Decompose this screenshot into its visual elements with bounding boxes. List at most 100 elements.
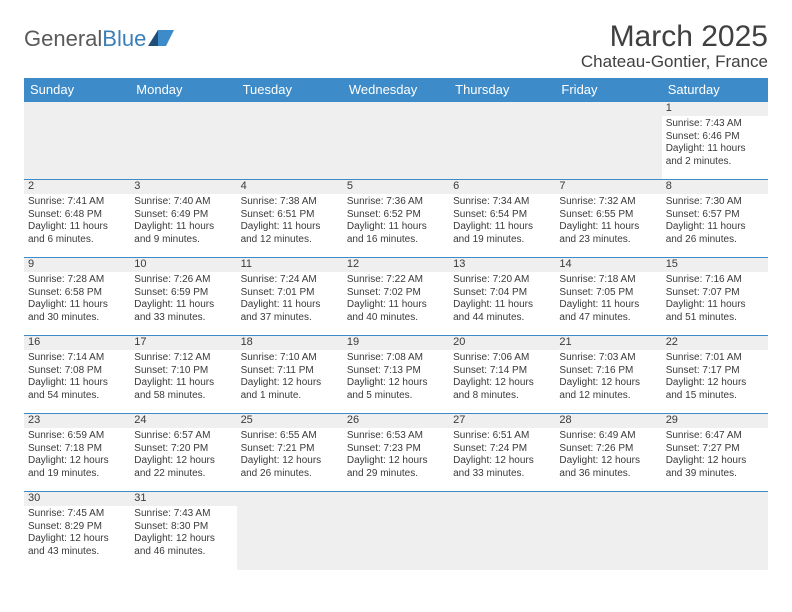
day-number: 28 <box>555 414 661 428</box>
sunrise-line: Sunrise: 6:49 AM <box>559 430 657 443</box>
weekday-header: Tuesday <box>237 78 343 102</box>
sunrise-line: Sunrise: 7:41 AM <box>28 196 126 209</box>
day-number: 20 <box>449 336 555 350</box>
sunrise-line: Sunrise: 7:14 AM <box>28 352 126 365</box>
sunset-line: Sunset: 7:16 PM <box>559 365 657 378</box>
sunrise-line: Sunrise: 7:43 AM <box>666 118 764 131</box>
weekday-header-row: SundayMondayTuesdayWednesdayThursdayFrid… <box>24 78 768 102</box>
sunrise-line: Sunrise: 7:30 AM <box>666 196 764 209</box>
weekday-header: Thursday <box>449 78 555 102</box>
sunset-line: Sunset: 6:51 PM <box>241 209 339 222</box>
calendar-cell: 29Sunrise: 6:47 AMSunset: 7:27 PMDayligh… <box>662 414 768 492</box>
calendar-cell: 12Sunrise: 7:22 AMSunset: 7:02 PMDayligh… <box>343 258 449 336</box>
day-details: Sunrise: 7:12 AMSunset: 7:10 PMDaylight:… <box>130 350 236 405</box>
sunrise-line: Sunrise: 7:06 AM <box>453 352 551 365</box>
daylight-line: Daylight: 11 hours and 51 minutes. <box>666 299 764 324</box>
daylight-line: Daylight: 12 hours and 33 minutes. <box>453 455 551 480</box>
day-details: Sunrise: 7:06 AMSunset: 7:14 PMDaylight:… <box>449 350 555 405</box>
daylight-line: Daylight: 12 hours and 1 minute. <box>241 377 339 402</box>
day-number: 6 <box>449 180 555 194</box>
sunset-line: Sunset: 6:52 PM <box>347 209 445 222</box>
calendar-cell: 19Sunrise: 7:08 AMSunset: 7:13 PMDayligh… <box>343 336 449 414</box>
day-details: Sunrise: 6:51 AMSunset: 7:24 PMDaylight:… <box>449 428 555 483</box>
calendar-cell-empty <box>449 492 555 570</box>
sunrise-line: Sunrise: 7:26 AM <box>134 274 232 287</box>
calendar-cell: 28Sunrise: 6:49 AMSunset: 7:26 PMDayligh… <box>555 414 661 492</box>
calendar-cell: 10Sunrise: 7:26 AMSunset: 6:59 PMDayligh… <box>130 258 236 336</box>
day-number: 10 <box>130 258 236 272</box>
day-details: Sunrise: 7:14 AMSunset: 7:08 PMDaylight:… <box>24 350 130 405</box>
calendar-cell-empty <box>555 102 661 180</box>
calendar-cell: 16Sunrise: 7:14 AMSunset: 7:08 PMDayligh… <box>24 336 130 414</box>
sunrise-line: Sunrise: 7:20 AM <box>453 274 551 287</box>
brand-text-gray: General <box>24 26 102 51</box>
sunrise-line: Sunrise: 7:24 AM <box>241 274 339 287</box>
calendar-cell-empty <box>662 492 768 570</box>
calendar-cell: 18Sunrise: 7:10 AMSunset: 7:11 PMDayligh… <box>237 336 343 414</box>
daylight-line: Daylight: 12 hours and 26 minutes. <box>241 455 339 480</box>
calendar-cell: 4Sunrise: 7:38 AMSunset: 6:51 PMDaylight… <box>237 180 343 258</box>
daylight-line: Daylight: 11 hours and 16 minutes. <box>347 221 445 246</box>
sunset-line: Sunset: 7:27 PM <box>666 443 764 456</box>
day-details: Sunrise: 7:43 AMSunset: 8:30 PMDaylight:… <box>130 506 236 561</box>
calendar-cell-empty <box>343 102 449 180</box>
sunrise-line: Sunrise: 7:38 AM <box>241 196 339 209</box>
sunrise-line: Sunrise: 7:08 AM <box>347 352 445 365</box>
day-details: Sunrise: 7:10 AMSunset: 7:11 PMDaylight:… <box>237 350 343 405</box>
daylight-line: Daylight: 11 hours and 19 minutes. <box>453 221 551 246</box>
sunrise-line: Sunrise: 6:57 AM <box>134 430 232 443</box>
day-number: 7 <box>555 180 661 194</box>
calendar-row: 2Sunrise: 7:41 AMSunset: 6:48 PMDaylight… <box>24 180 768 258</box>
calendar-row: 9Sunrise: 7:28 AMSunset: 6:58 PMDaylight… <box>24 258 768 336</box>
weekday-header: Sunday <box>24 78 130 102</box>
calendar-cell: 1Sunrise: 7:43 AMSunset: 6:46 PMDaylight… <box>662 102 768 180</box>
sunrise-line: Sunrise: 7:01 AM <box>666 352 764 365</box>
day-details: Sunrise: 7:22 AMSunset: 7:02 PMDaylight:… <box>343 272 449 327</box>
daylight-line: Daylight: 11 hours and 37 minutes. <box>241 299 339 324</box>
day-details: Sunrise: 6:49 AMSunset: 7:26 PMDaylight:… <box>555 428 661 483</box>
day-details: Sunrise: 7:18 AMSunset: 7:05 PMDaylight:… <box>555 272 661 327</box>
calendar-cell-empty <box>237 102 343 180</box>
calendar-row: 23Sunrise: 6:59 AMSunset: 7:18 PMDayligh… <box>24 414 768 492</box>
calendar-cell-empty <box>449 102 555 180</box>
calendar-cell-empty <box>237 492 343 570</box>
daylight-line: Daylight: 12 hours and 39 minutes. <box>666 455 764 480</box>
day-details: Sunrise: 7:08 AMSunset: 7:13 PMDaylight:… <box>343 350 449 405</box>
sunset-line: Sunset: 7:24 PM <box>453 443 551 456</box>
month-title: March 2025 <box>581 20 768 54</box>
sunrise-line: Sunrise: 7:12 AM <box>134 352 232 365</box>
calendar-cell-empty <box>24 102 130 180</box>
day-number: 27 <box>449 414 555 428</box>
location: Chateau-Gontier, France <box>581 52 768 72</box>
day-number: 13 <box>449 258 555 272</box>
daylight-line: Daylight: 12 hours and 46 minutes. <box>134 533 232 558</box>
day-number: 31 <box>130 492 236 506</box>
day-number: 18 <box>237 336 343 350</box>
daylight-line: Daylight: 11 hours and 12 minutes. <box>241 221 339 246</box>
sunset-line: Sunset: 7:11 PM <box>241 365 339 378</box>
day-number: 22 <box>662 336 768 350</box>
day-number: 11 <box>237 258 343 272</box>
daylight-line: Daylight: 11 hours and 9 minutes. <box>134 221 232 246</box>
daylight-line: Daylight: 11 hours and 33 minutes. <box>134 299 232 324</box>
daylight-line: Daylight: 12 hours and 19 minutes. <box>28 455 126 480</box>
sunset-line: Sunset: 7:26 PM <box>559 443 657 456</box>
calendar-cell: 25Sunrise: 6:55 AMSunset: 7:21 PMDayligh… <box>237 414 343 492</box>
daylight-line: Daylight: 12 hours and 15 minutes. <box>666 377 764 402</box>
weekday-header: Wednesday <box>343 78 449 102</box>
calendar-body: 1Sunrise: 7:43 AMSunset: 6:46 PMDaylight… <box>24 102 768 570</box>
day-details: Sunrise: 7:24 AMSunset: 7:01 PMDaylight:… <box>237 272 343 327</box>
day-details: Sunrise: 7:30 AMSunset: 6:57 PMDaylight:… <box>662 194 768 249</box>
day-details: Sunrise: 6:57 AMSunset: 7:20 PMDaylight:… <box>130 428 236 483</box>
sunset-line: Sunset: 7:04 PM <box>453 287 551 300</box>
day-number: 3 <box>130 180 236 194</box>
day-details: Sunrise: 7:40 AMSunset: 6:49 PMDaylight:… <box>130 194 236 249</box>
daylight-line: Daylight: 12 hours and 5 minutes. <box>347 377 445 402</box>
daylight-line: Daylight: 11 hours and 44 minutes. <box>453 299 551 324</box>
day-details: Sunrise: 7:38 AMSunset: 6:51 PMDaylight:… <box>237 194 343 249</box>
sunset-line: Sunset: 7:10 PM <box>134 365 232 378</box>
day-number: 14 <box>555 258 661 272</box>
sunrise-line: Sunrise: 7:22 AM <box>347 274 445 287</box>
calendar-cell-empty <box>555 492 661 570</box>
calendar-cell: 11Sunrise: 7:24 AMSunset: 7:01 PMDayligh… <box>237 258 343 336</box>
